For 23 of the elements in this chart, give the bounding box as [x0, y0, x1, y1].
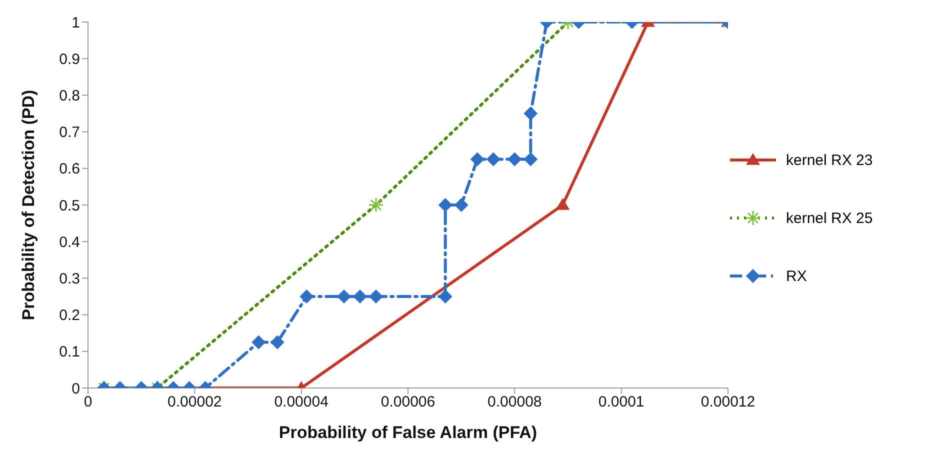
y-tick-label: 0.4 — [59, 234, 80, 251]
x-tick-label: 0.0001 — [598, 394, 644, 411]
y-tick-label: 0.1 — [59, 344, 80, 361]
legend-label: kernel RX 23 — [786, 152, 873, 168]
legend-label: RX — [786, 268, 807, 284]
y-tick-label: 0.5 — [59, 197, 80, 214]
x-tick-label: 0.00012 — [700, 394, 756, 411]
y-tick-label: 0 — [72, 380, 80, 398]
legend-label: kernel RX 25 — [786, 210, 873, 226]
y-tick-label: 0.9 — [59, 50, 80, 68]
y-tick-label: 0.2 — [59, 307, 80, 324]
y-tick-label: 1 — [72, 14, 80, 32]
y-tick-label: 0.8 — [59, 88, 80, 105]
x-tick-label: 0.00002 — [168, 394, 222, 411]
x-tick-label: 0 — [84, 394, 92, 411]
x-tick-label: 0.00006 — [380, 394, 436, 411]
y-tick-label: 0.6 — [59, 160, 80, 178]
x-tick-label: 0.00004 — [274, 394, 328, 411]
x-tick-label: 0.00008 — [488, 394, 542, 411]
x-axis-title: Probability of False Alarm (PFA) — [278, 423, 538, 442]
y-axis-title: Probability of Detection (PD) — [19, 90, 38, 320]
y-tick-label: 0.3 — [59, 270, 80, 288]
y-tick-label: 0.7 — [59, 124, 80, 142]
